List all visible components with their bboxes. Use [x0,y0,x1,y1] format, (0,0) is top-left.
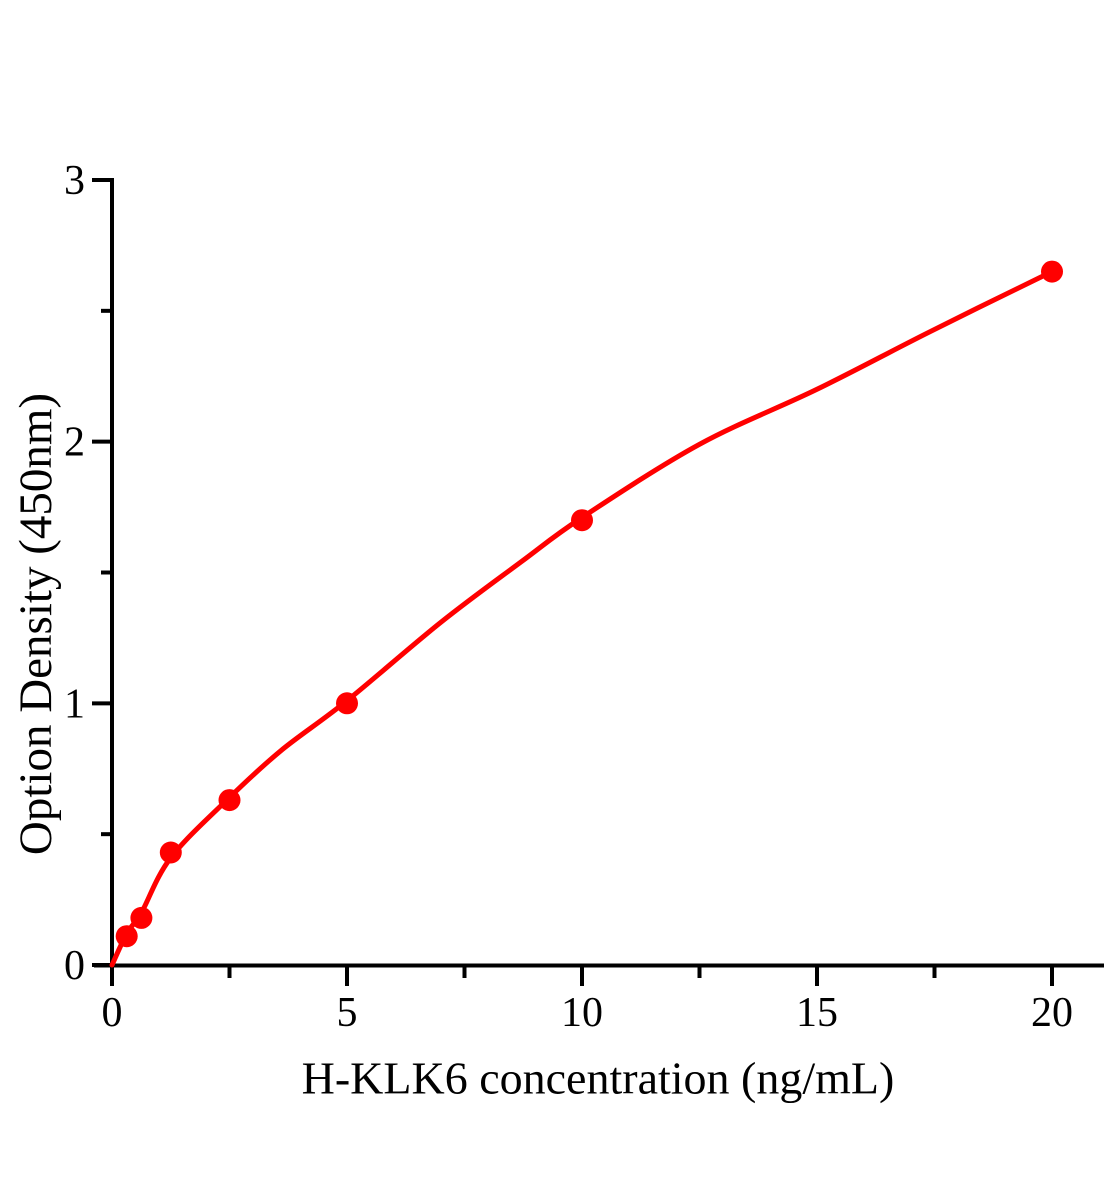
y-tick-label: 0 [64,943,85,989]
data-point [571,509,593,532]
x-tick-label: 10 [561,990,603,1036]
x-tick-label: 20 [1031,990,1073,1036]
y-axis-title: Option Density (450nm) [10,392,62,856]
x-tick-label: 5 [337,990,358,1036]
data-point [159,841,182,864]
data-point [115,925,138,948]
y-tick-label: 2 [64,420,85,466]
y-tick-label: 3 [64,158,85,204]
fitted-curve [109,269,1055,968]
data-point [1041,260,1063,283]
y-tick-label: 1 [64,681,85,727]
x-tick-label: 15 [796,990,838,1036]
data-point [336,692,358,715]
data-point [218,789,241,812]
x-tick-label: 0 [102,990,123,1036]
data-point [130,906,153,929]
x-axis-title: H-KLK6 concentration (ng/mL) [301,1052,895,1104]
